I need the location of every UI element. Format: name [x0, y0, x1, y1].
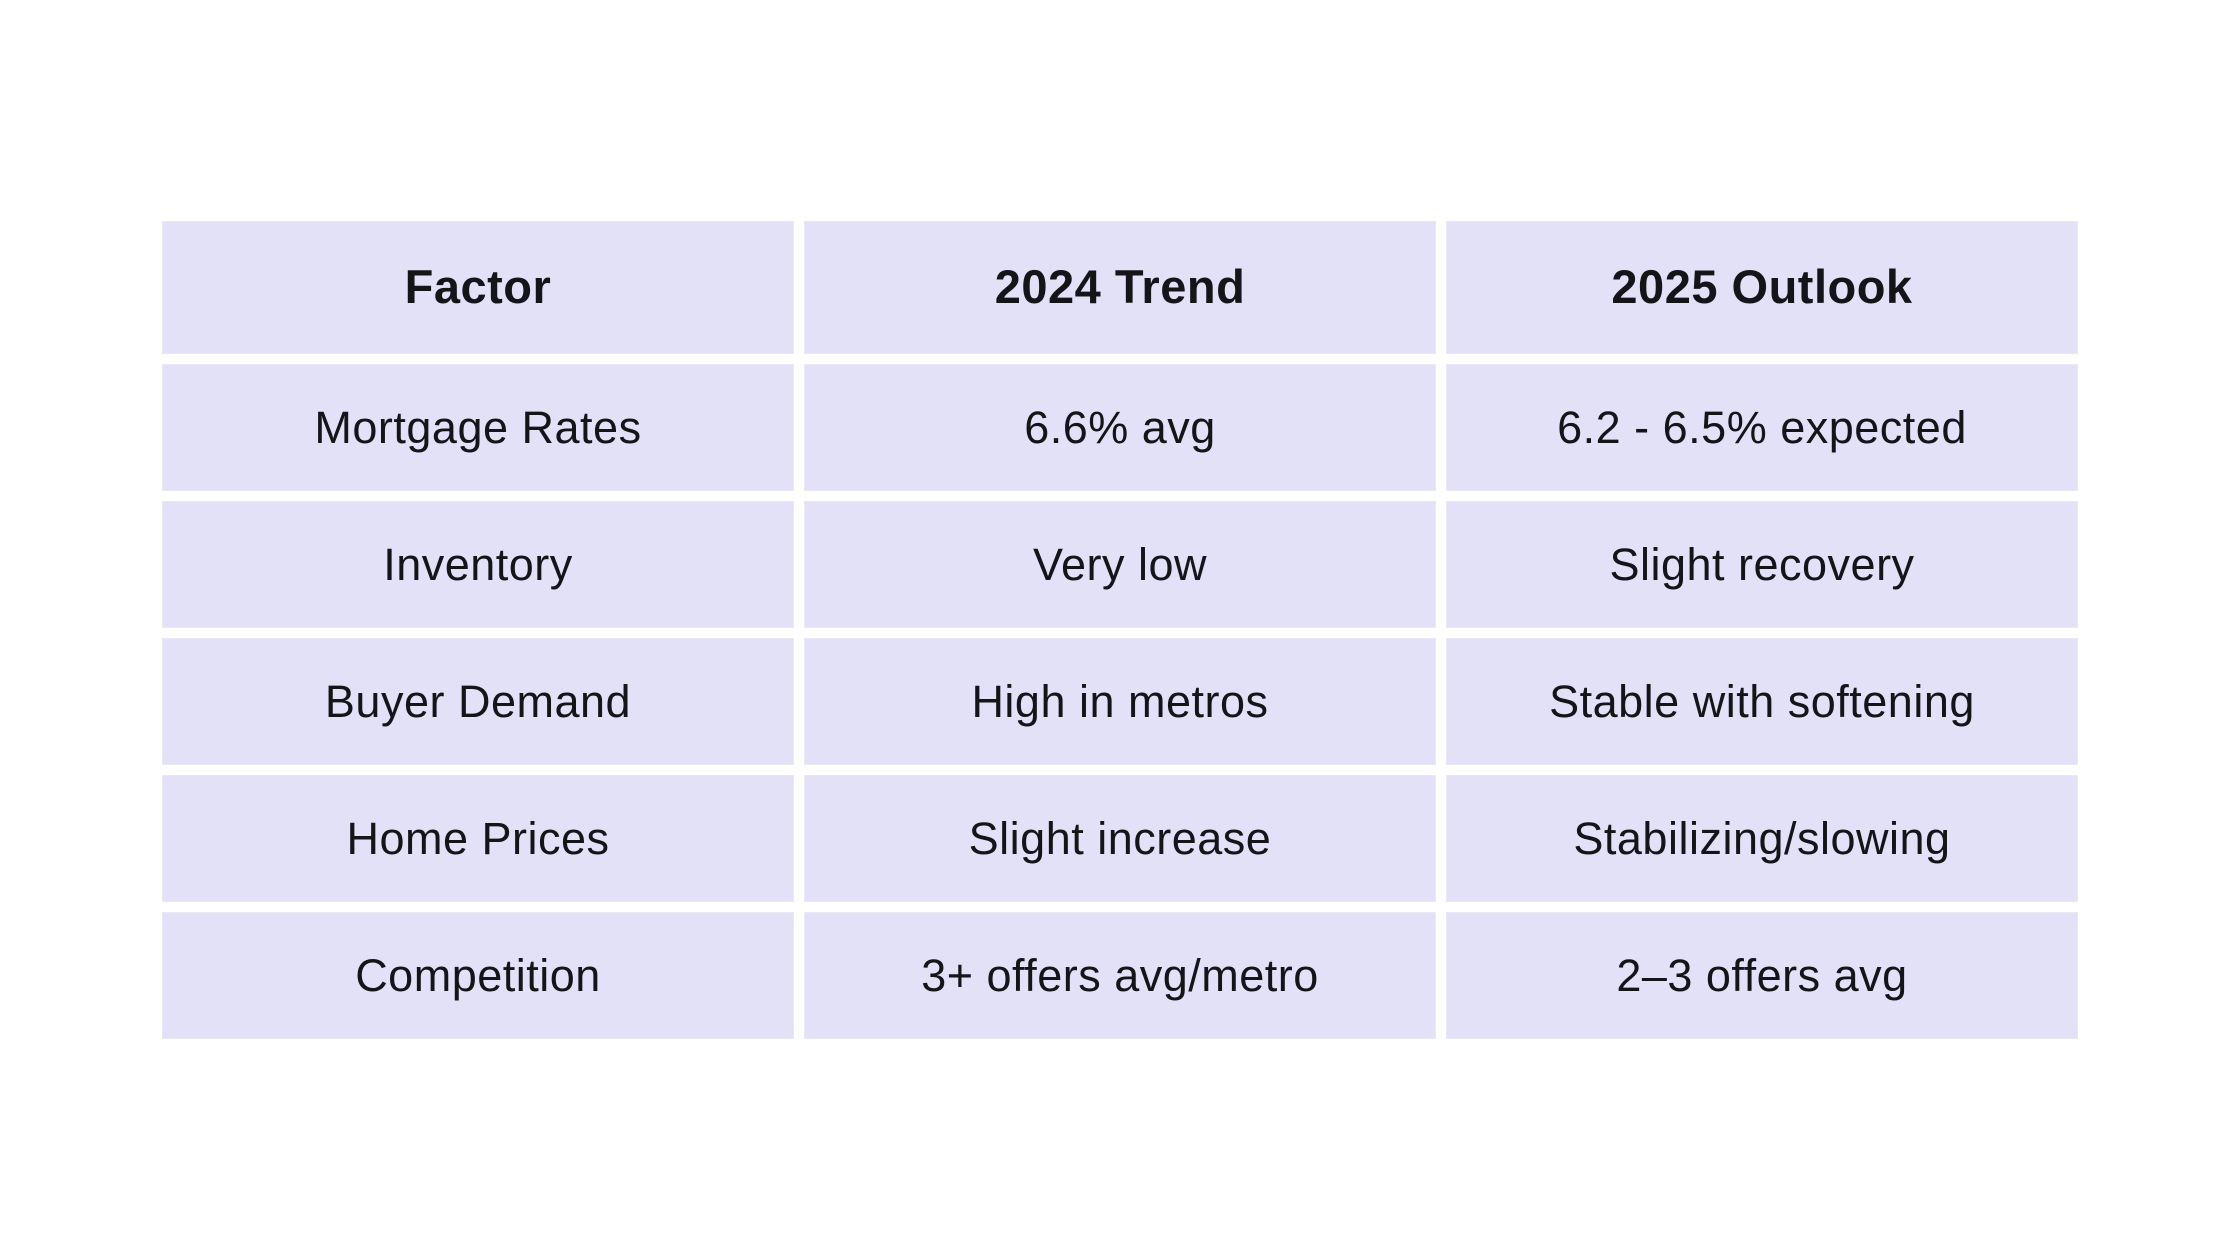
table-cell-inventory-2025: Slight recovery: [1446, 501, 2078, 628]
table-cell-buyer-demand-2024: High in metros: [804, 638, 1436, 765]
table-cell-competition-2025: 2–3 offers avg: [1446, 912, 2078, 1039]
table-cell-inventory-factor: Inventory: [162, 501, 794, 628]
table-cell-inventory-2024: Very low: [804, 501, 1436, 628]
table-header-2025-outlook: 2025 Outlook: [1446, 221, 2078, 354]
table-cell-home-prices-2024: Slight increase: [804, 775, 1436, 902]
table-cell-mortgage-rates-2024: 6.6% avg: [804, 364, 1436, 491]
table-cell-buyer-demand-2025: Stable with softening: [1446, 638, 2078, 765]
table-cell-home-prices-factor: Home Prices: [162, 775, 794, 902]
table-cell-competition-factor: Competition: [162, 912, 794, 1039]
market-factors-table: Factor 2024 Trend 2025 Outlook Mortgage …: [162, 221, 2078, 1039]
table-header-factor: Factor: [162, 221, 794, 354]
table-cell-buyer-demand-factor: Buyer Demand: [162, 638, 794, 765]
table-cell-mortgage-rates-factor: Mortgage Rates: [162, 364, 794, 491]
table-cell-home-prices-2025: Stabilizing/slowing: [1446, 775, 2078, 902]
table-cell-competition-2024: 3+ offers avg/metro: [804, 912, 1436, 1039]
table-cell-mortgage-rates-2025: 6.2 - 6.5% expected: [1446, 364, 2078, 491]
table-header-2024-trend: 2024 Trend: [804, 221, 1436, 354]
